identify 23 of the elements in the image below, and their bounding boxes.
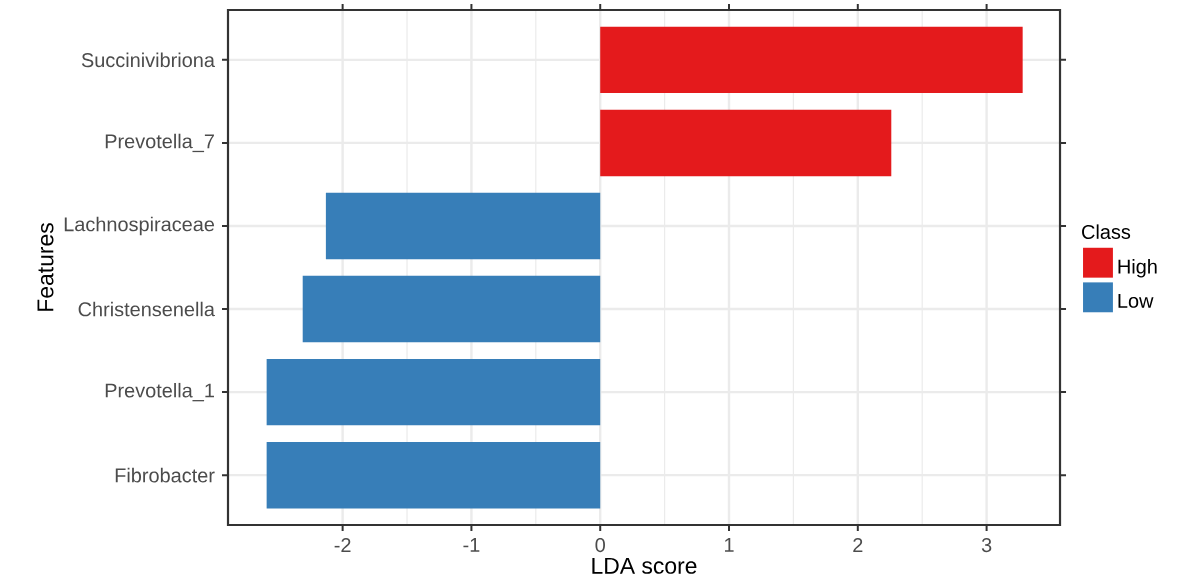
x-tick-label: 3 [981,538,992,553]
legend-label: High [1118,258,1157,278]
x-tick-label: 2 [853,538,863,552]
legend-title: Class [1082,224,1131,239]
y-tick-label: Fibrobacter [115,467,215,483]
bar [600,26,1023,94]
legend-label: Low [1118,293,1154,308]
bar [325,192,601,260]
y-tick-label: Christensenella [78,301,215,317]
x-axis-title: LDA score [592,557,697,574]
bar [302,275,601,343]
bar [600,109,892,177]
y-tick-label: Succinivibriona [81,52,215,68]
bar [266,441,601,509]
x-tick-label: 0 [595,538,605,553]
y-tick-label: Lachnospiraceae [64,216,215,236]
y-tick-label: Prevotella_7 [105,133,214,153]
x-tick-label: 1 [725,538,734,552]
x-tick-label: -1 [463,538,480,552]
x-tick-label: -2 [334,538,351,552]
y-tick-label: Prevotella_1 [105,382,214,402]
y-axis-title: Features [37,223,54,311]
bar [266,358,601,426]
